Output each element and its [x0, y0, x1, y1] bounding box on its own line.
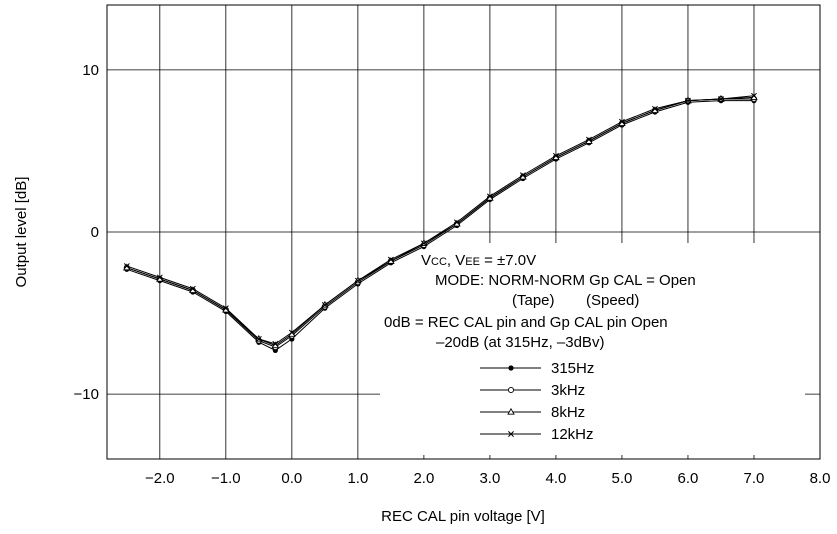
data-point [486, 193, 493, 200]
data-point [354, 277, 361, 284]
data-point [508, 431, 514, 437]
x-tick-label: 7.0 [744, 470, 765, 487]
legend-item-3khz: 3kHz [480, 382, 585, 399]
y-axis-ticks: −10 0 10 [74, 62, 99, 403]
data-point [420, 240, 427, 247]
annotation-level-ref: –20dB (at 315Hz, –3dBv) [436, 334, 604, 351]
legend-label: 8kHz [551, 404, 585, 421]
series-lines [123, 92, 758, 353]
data-point [508, 365, 514, 371]
y-axis-label: Output level [dB] [13, 177, 30, 288]
data-point [519, 172, 526, 179]
data-point [585, 136, 592, 143]
data-point [189, 285, 196, 292]
x-tick-label: 5.0 [612, 470, 633, 487]
data-point [321, 302, 328, 308]
y-tick-label: 10 [82, 62, 99, 79]
legend-item-12khz: 12kHz [480, 426, 594, 443]
y-tick-label: −10 [74, 386, 99, 403]
x-axis-label: REC CAL pin voltage [V] [381, 508, 545, 525]
legend-label: 315Hz [551, 360, 594, 377]
series-12khz [123, 92, 757, 347]
annotation-speed: (Speed) [586, 292, 639, 309]
x-tick-label: 3.0 [479, 470, 500, 487]
data-point [618, 118, 625, 125]
legend-item-315hz: 315Hz [480, 360, 594, 377]
x-tick-label: 6.0 [678, 470, 699, 487]
data-point [272, 340, 279, 347]
x-tick-label: 1.0 [347, 470, 368, 487]
x-tick-label: −2.0 [145, 470, 175, 487]
data-point [652, 105, 658, 112]
data-point [507, 386, 515, 394]
data-point [222, 305, 229, 312]
x-tick-label: 4.0 [545, 470, 566, 487]
annotation-tape: (Tape) [512, 292, 555, 309]
data-point [685, 97, 691, 104]
data-point [718, 96, 724, 102]
annotation-supply: VCC, VEE = ±7.0V [421, 252, 536, 269]
annotation-box [380, 243, 805, 455]
data-point [288, 329, 295, 336]
data-point [453, 219, 460, 226]
data-point [255, 336, 262, 342]
y-tick-label: 0 [91, 224, 99, 241]
x-tick-label: 0.0 [281, 470, 302, 487]
x-axis-ticks: −2.0 −1.0 0.0 1.0 2.0 3.0 4.0 5.0 6.0 7.0 8.0 [145, 470, 830, 487]
legend-label: 12kHz [551, 426, 594, 443]
plot-frame [106, 4, 821, 460]
data-point [507, 407, 515, 415]
data-point [552, 152, 559, 159]
legend-item-8khz: 8kHz [480, 404, 585, 421]
x-tick-label: 2.0 [413, 470, 434, 487]
x-tick-label: −1.0 [211, 470, 241, 487]
legend: 315Hz 3kHz 8kHz 12kHz [480, 360, 594, 443]
data-point [387, 256, 394, 263]
legend-label: 3kHz [551, 382, 585, 399]
annotation-zero-ref: 0dB = REC CAL pin and Gp CAL pin Open [384, 314, 668, 331]
data-point [751, 92, 757, 99]
x-tick-label: 8.0 [810, 470, 831, 487]
data-point [123, 263, 130, 270]
annotation-mode: MODE: NORM-NORM Gp CAL = Open [435, 272, 696, 289]
data-point [156, 274, 163, 281]
